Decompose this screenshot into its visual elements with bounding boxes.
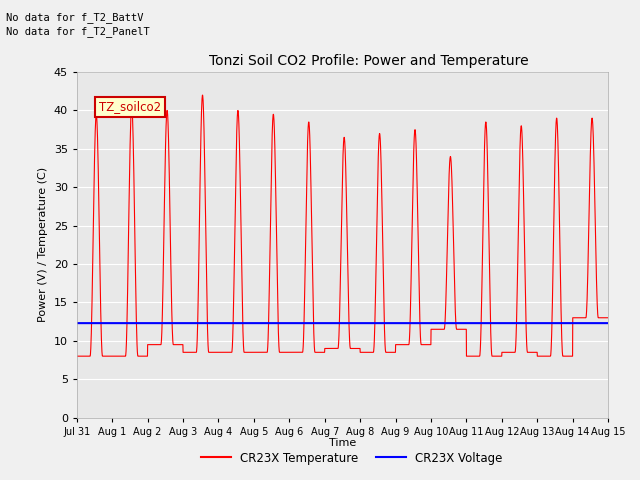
CR23X Temperature [604,315,612,321]
CR23X Temperature [134,349,141,355]
CR23X Temperature [277,349,285,355]
CR23X Temperature [594,311,602,317]
Line: CR23X Temperature: CR23X Temperature [77,95,608,356]
CR23X Voltage [73,320,81,326]
Text: No data for f_T2_BattV: No data for f_T2_BattV [6,12,144,23]
CR23X Temperature [198,92,206,98]
CR23X Temperature [300,331,308,336]
CR23X Voltage [594,320,602,326]
Text: No data for f_T2_PanelT: No data for f_T2_PanelT [6,26,150,37]
Text: TZ_soilco2: TZ_soilco2 [99,100,161,113]
Legend: CR23X Temperature, CR23X Voltage: CR23X Temperature, CR23X Voltage [196,447,508,469]
CR23X Voltage [300,320,307,326]
X-axis label: Time: Time [329,438,356,448]
CR23X Voltage [134,320,141,326]
CR23X Temperature [73,353,81,359]
Y-axis label: Power (V) / Temperature (C): Power (V) / Temperature (C) [38,167,48,323]
CR23X Voltage [536,320,544,326]
CR23X Voltage [276,320,284,326]
Title: Tonzi Soil CO2 Profile: Power and Temperature: Tonzi Soil CO2 Profile: Power and Temper… [209,54,529,68]
CR23X Temperature [165,153,173,159]
CR23X Voltage [604,320,612,326]
CR23X Voltage [165,320,173,326]
CR23X Temperature [537,353,545,359]
